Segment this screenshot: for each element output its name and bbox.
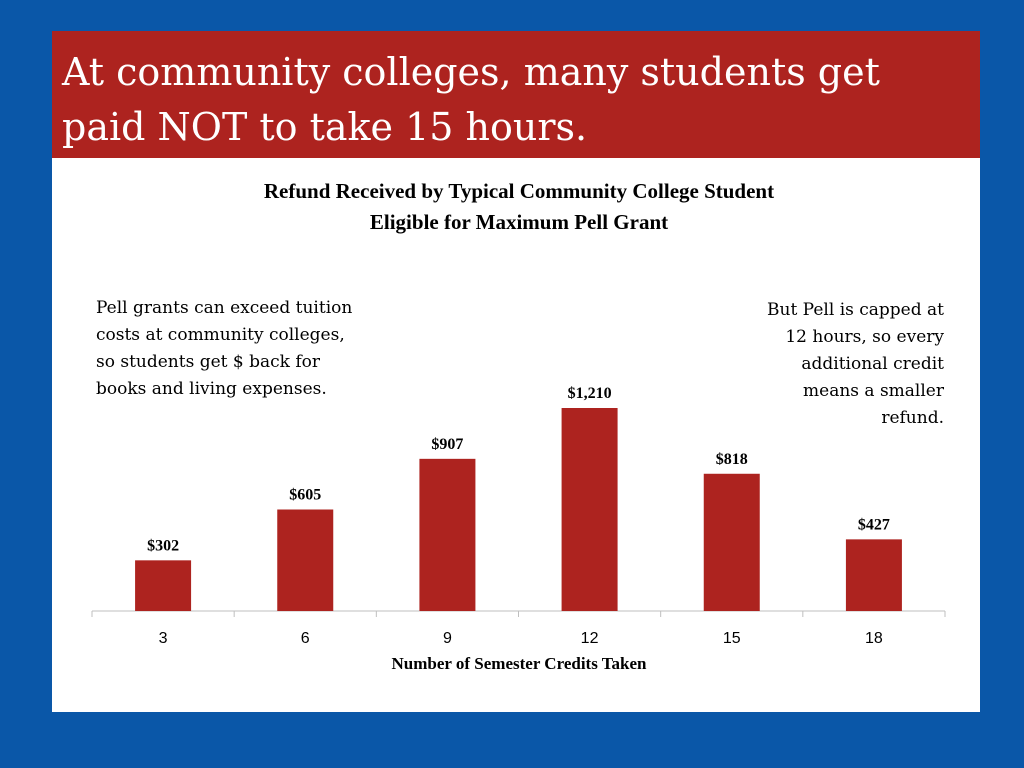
slide-title: At community colleges, many students get… bbox=[62, 50, 880, 149]
x-tick-label-15: 15 bbox=[723, 630, 741, 647]
value-label-18: $427 bbox=[858, 516, 890, 533]
value-label-6: $605 bbox=[289, 487, 321, 504]
value-label-12: $1,210 bbox=[568, 385, 612, 402]
right-annotation: But Pell is capped at 12 hours, so every… bbox=[767, 300, 944, 428]
chart-title-line-2: Eligible for Maximum Pell Grant bbox=[369, 210, 669, 234]
x-axis-label: Number of Semester Credits Taken bbox=[391, 654, 647, 673]
bar-chart: $302 3 $605 6 $907 9 $1,210 12 $818 15 $427 18 bbox=[91, 385, 946, 647]
bar-18 bbox=[845, 539, 902, 611]
x-tick-label-9: 9 bbox=[443, 630, 452, 647]
value-label-3: $302 bbox=[147, 537, 179, 554]
slide: At community colleges, many students get… bbox=[52, 31, 980, 712]
chart-title: Refund Received by Typical Community Col… bbox=[52, 176, 986, 238]
x-tick-label-12: 12 bbox=[581, 630, 599, 647]
bar-9 bbox=[419, 458, 476, 611]
left-annotation: Pell grants can exceed tuition costs at … bbox=[96, 298, 353, 399]
bar-12 bbox=[561, 408, 618, 611]
value-label-15: $818 bbox=[716, 451, 748, 468]
title-band: At community colleges, many students get… bbox=[52, 31, 980, 158]
x-tick-label-3: 3 bbox=[159, 630, 168, 647]
chart-title-line-1: Refund Received by Typical Community Col… bbox=[263, 179, 775, 203]
x-tick-label-18: 18 bbox=[865, 630, 883, 647]
value-label-9: $907 bbox=[431, 436, 463, 453]
bar-3 bbox=[135, 560, 192, 611]
bar-6 bbox=[277, 509, 334, 611]
x-tick-label-6: 6 bbox=[301, 630, 310, 647]
bar-15 bbox=[703, 473, 760, 611]
